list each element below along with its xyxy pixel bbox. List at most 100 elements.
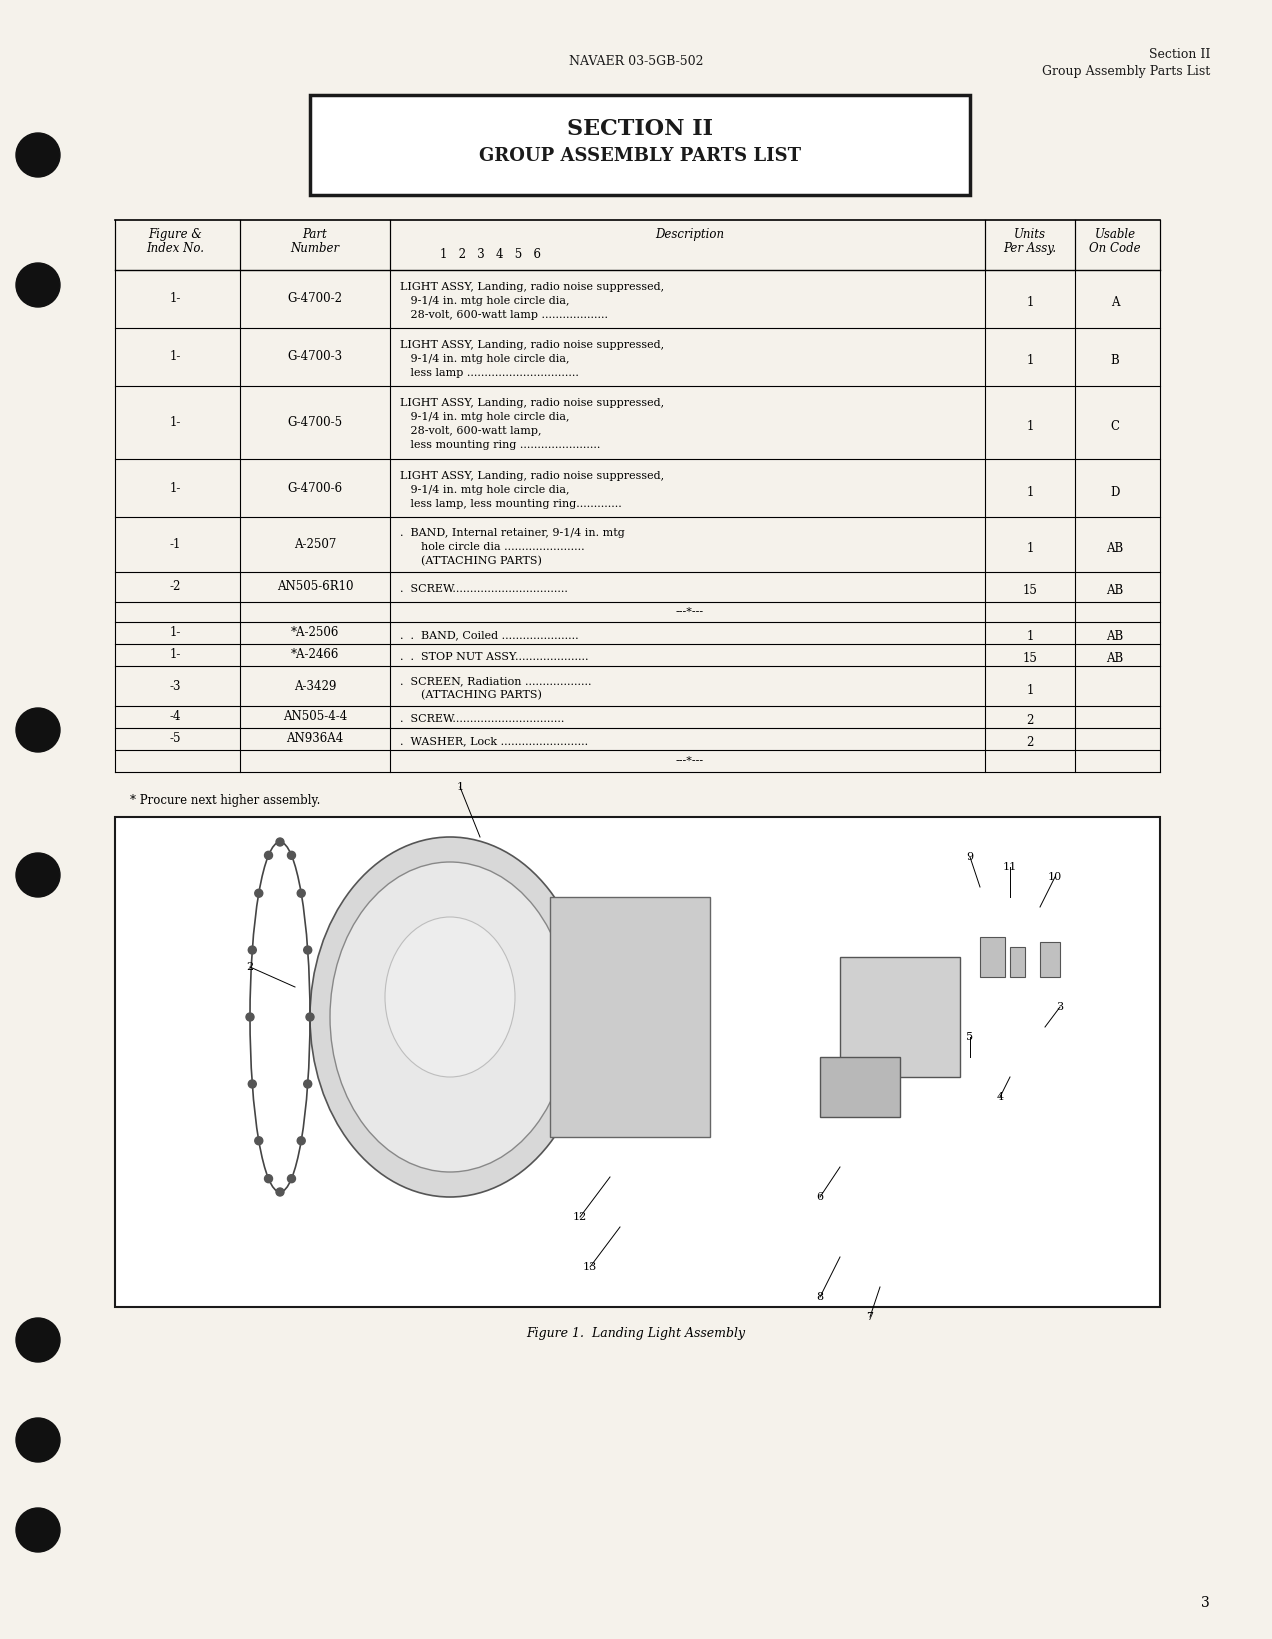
Text: 9: 9 (967, 852, 973, 862)
Text: C: C (1110, 420, 1119, 433)
Text: 1: 1 (1027, 354, 1034, 367)
Text: .  SCREW.................................: . SCREW................................. (399, 583, 567, 593)
Text: ---*---: ---*--- (675, 606, 705, 616)
Circle shape (304, 1080, 312, 1088)
Text: 5: 5 (967, 1033, 973, 1042)
Text: 1: 1 (1027, 485, 1034, 498)
Text: G-4700-3: G-4700-3 (287, 351, 342, 364)
Text: 9-1/4 in. mtg hole circle dia,: 9-1/4 in. mtg hole circle dia, (399, 413, 570, 423)
Text: B: B (1110, 354, 1119, 367)
Text: A-2507: A-2507 (294, 538, 336, 551)
Text: 9-1/4 in. mtg hole circle dia,: 9-1/4 in. mtg hole circle dia, (399, 354, 570, 364)
Text: Section II: Section II (1149, 48, 1210, 61)
Text: On Code: On Code (1089, 243, 1141, 256)
Text: 12: 12 (572, 1211, 588, 1223)
Text: less lamp ................................: less lamp ..............................… (399, 369, 579, 379)
Circle shape (307, 1013, 314, 1021)
Bar (840, 957, 960, 1077)
Text: AN936A4: AN936A4 (286, 733, 343, 746)
Text: *A-2466: *A-2466 (291, 649, 340, 662)
Text: 1: 1 (1027, 683, 1034, 697)
Text: hole circle dia .......................: hole circle dia ....................... (399, 541, 585, 551)
Text: 1: 1 (1027, 543, 1034, 556)
Text: Number: Number (290, 243, 340, 256)
Text: less mounting ring .......................: less mounting ring .....................… (399, 441, 600, 451)
Text: 15: 15 (1023, 585, 1038, 598)
Text: Usable: Usable (1094, 228, 1136, 241)
Circle shape (254, 1137, 263, 1144)
Circle shape (276, 838, 284, 846)
Text: 2: 2 (1027, 715, 1034, 728)
Circle shape (248, 1080, 256, 1088)
Bar (310, 95, 971, 195)
Text: .  SCREW................................: . SCREW................................ (399, 715, 565, 724)
Text: 1: 1 (457, 782, 463, 792)
Text: LIGHT ASSY, Landing, radio noise suppressed,: LIGHT ASSY, Landing, radio noise suppres… (399, 282, 664, 292)
Text: * Procure next higher assembly.: * Procure next higher assembly. (130, 793, 321, 806)
Circle shape (265, 1175, 272, 1183)
Text: LIGHT ASSY, Landing, radio noise suppressed,: LIGHT ASSY, Landing, radio noise suppres… (399, 339, 664, 351)
Circle shape (17, 852, 60, 897)
Text: AB: AB (1107, 585, 1123, 598)
Text: 1-: 1- (169, 292, 181, 305)
Circle shape (17, 1508, 60, 1552)
Text: (ATTACHING PARTS): (ATTACHING PARTS) (399, 690, 542, 700)
Circle shape (248, 946, 256, 954)
Text: LIGHT ASSY, Landing, radio noise suppressed,: LIGHT ASSY, Landing, radio noise suppres… (399, 470, 664, 480)
Circle shape (298, 1137, 305, 1144)
Text: A-3429: A-3429 (294, 680, 336, 693)
Text: Group Assembly Parts List: Group Assembly Parts List (1042, 66, 1210, 79)
Text: AB: AB (1107, 652, 1123, 665)
Text: .  .  BAND, Coiled ......................: . . BAND, Coiled ...................... (399, 629, 579, 639)
Text: 1: 1 (1027, 297, 1034, 310)
Text: 8: 8 (817, 1292, 823, 1301)
Text: Units: Units (1014, 228, 1046, 241)
Text: Figure 1.  Landing Light Assembly: Figure 1. Landing Light Assembly (527, 1328, 745, 1341)
Text: AB: AB (1107, 543, 1123, 556)
Text: 11: 11 (1002, 862, 1018, 872)
Text: *A-2506: *A-2506 (291, 626, 340, 639)
Text: Index No.: Index No. (146, 243, 204, 256)
Text: .  .  STOP NUT ASSY.....................: . . STOP NUT ASSY..................... (399, 652, 589, 662)
Circle shape (17, 1318, 60, 1362)
Text: -4: -4 (169, 710, 181, 723)
Text: less lamp, less mounting ring.............: less lamp, less mounting ring...........… (399, 498, 622, 510)
Circle shape (254, 890, 263, 897)
Text: 10: 10 (1048, 872, 1062, 882)
Circle shape (287, 1175, 295, 1183)
Bar (1040, 942, 1060, 977)
Bar (114, 816, 1160, 1306)
Text: 9-1/4 in. mtg hole circle dia,: 9-1/4 in. mtg hole circle dia, (399, 297, 570, 306)
Text: 2: 2 (247, 962, 253, 972)
Circle shape (17, 708, 60, 752)
Text: 1-: 1- (169, 351, 181, 364)
Text: SECTION II: SECTION II (567, 118, 714, 139)
Text: G-4700-2: G-4700-2 (287, 292, 342, 305)
Circle shape (287, 851, 295, 859)
Bar (550, 897, 710, 1137)
Text: 1   2   3   4   5   6: 1 2 3 4 5 6 (440, 247, 541, 261)
Ellipse shape (329, 862, 570, 1172)
Text: Part: Part (303, 228, 327, 241)
Text: 1-: 1- (169, 482, 181, 495)
Text: 7: 7 (866, 1311, 874, 1323)
Text: 1: 1 (1027, 420, 1034, 433)
Bar (820, 1057, 901, 1118)
Text: .  SCREEN, Radiation ...................: . SCREEN, Radiation ................... (399, 675, 591, 687)
Text: -5: -5 (169, 733, 181, 746)
Text: AN505-6R10: AN505-6R10 (277, 580, 354, 593)
Text: NAVAER 03-5GB-502: NAVAER 03-5GB-502 (569, 56, 703, 67)
Bar (1010, 947, 1025, 977)
Text: 28-volt, 600-watt lamp,: 28-volt, 600-watt lamp, (399, 426, 542, 436)
Ellipse shape (385, 916, 515, 1077)
Text: -2: -2 (169, 580, 181, 593)
Text: 1-: 1- (169, 416, 181, 429)
Text: 9-1/4 in. mtg hole circle dia,: 9-1/4 in. mtg hole circle dia, (399, 485, 570, 495)
Circle shape (276, 1188, 284, 1196)
Text: AB: AB (1107, 631, 1123, 644)
Text: 1: 1 (1027, 631, 1034, 644)
Text: 1-: 1- (169, 649, 181, 662)
Text: 13: 13 (583, 1262, 597, 1272)
Text: 4: 4 (996, 1092, 1004, 1101)
Text: Per Assy.: Per Assy. (1004, 243, 1057, 256)
